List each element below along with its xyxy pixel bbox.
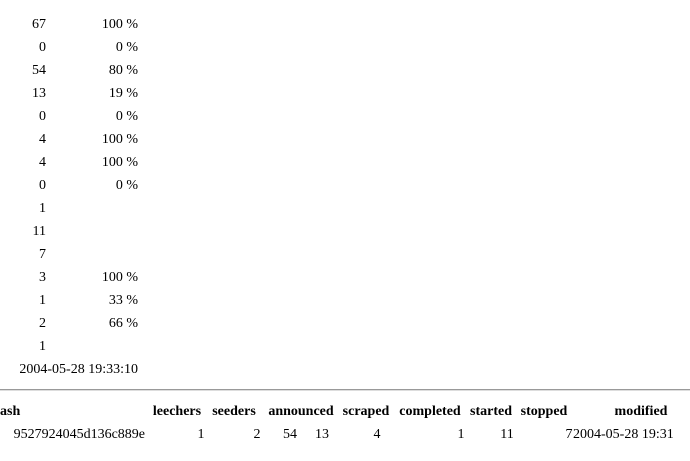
stat-value: 2 bbox=[39, 316, 46, 331]
table-cell: 13 bbox=[315, 427, 329, 442]
stat-value: 3 bbox=[39, 270, 46, 285]
table-cell: 54 bbox=[283, 427, 297, 442]
table-cell: 11 bbox=[500, 427, 514, 442]
column-header: scraped bbox=[342, 404, 390, 419]
table-cell: 1 bbox=[457, 427, 465, 442]
column-header: leechers bbox=[152, 404, 202, 419]
stat-percent: 0 % bbox=[115, 40, 138, 55]
stat-value: 0 bbox=[39, 40, 46, 55]
horizontal-rule bbox=[0, 389, 690, 391]
table-cell: 1 bbox=[197, 427, 205, 442]
stat-percent: 0 % bbox=[115, 109, 138, 124]
stat-percent: 66 % bbox=[108, 316, 138, 331]
stat-percent: 80 % bbox=[108, 63, 138, 78]
table-cell: 4 bbox=[373, 427, 381, 442]
stat-percent: 100 % bbox=[101, 17, 138, 32]
stat-percent: 100 % bbox=[101, 155, 138, 170]
stat-value: 1 bbox=[39, 339, 46, 354]
stat-value: 4 bbox=[39, 155, 46, 170]
column-header: announced bbox=[268, 404, 334, 419]
table-cell: 9527924045d136c889e bbox=[13, 427, 145, 442]
column-header: modified bbox=[614, 404, 668, 419]
stat-value: 4 bbox=[39, 132, 46, 147]
stat-value: 0 bbox=[39, 178, 46, 193]
stat-percent: 33 % bbox=[108, 293, 138, 308]
column-header: seeders bbox=[212, 404, 256, 419]
column-header: stopped bbox=[520, 404, 568, 419]
stat-value: 0 bbox=[39, 109, 46, 124]
table-cell: 2 bbox=[253, 427, 261, 442]
stat-percent: 100 % bbox=[101, 132, 138, 147]
stat-value: 1 bbox=[39, 201, 46, 216]
stat-value: 7 bbox=[39, 247, 46, 262]
column-header: completed bbox=[399, 404, 461, 419]
column-header: ash bbox=[0, 404, 21, 419]
stat-value: 1 bbox=[39, 293, 46, 308]
stat-value: 54 bbox=[32, 63, 46, 78]
stat-value: 13 bbox=[32, 86, 46, 101]
stat-percent: 100 % bbox=[101, 270, 138, 285]
stat-value: 2004-05-28 19:33:10 bbox=[19, 362, 138, 377]
stat-percent: 0 % bbox=[115, 178, 138, 193]
column-header: started bbox=[470, 404, 512, 419]
stat-percent: 19 % bbox=[108, 86, 138, 101]
table-cell: 7 bbox=[565, 427, 573, 442]
stat-value: 67 bbox=[32, 17, 46, 32]
table-cell: 2004-05-28 19:31 bbox=[573, 427, 674, 442]
stat-value: 11 bbox=[32, 224, 46, 239]
